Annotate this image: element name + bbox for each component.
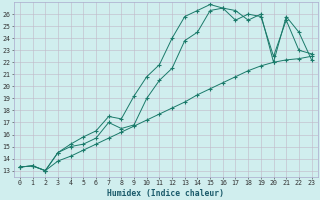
X-axis label: Humidex (Indice chaleur): Humidex (Indice chaleur) <box>107 189 224 198</box>
